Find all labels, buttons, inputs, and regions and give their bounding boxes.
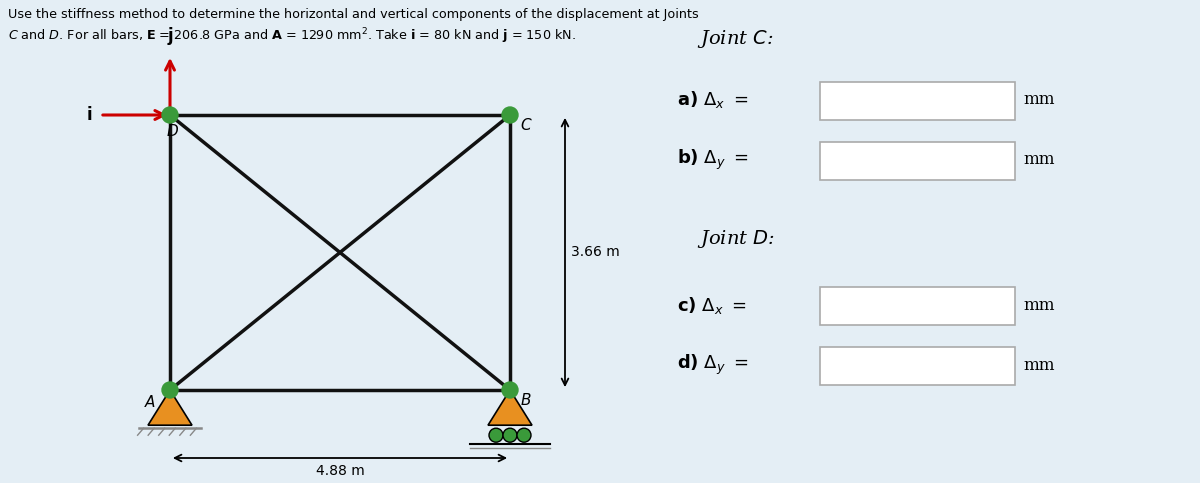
Text: mm: mm <box>1022 297 1055 313</box>
Text: Joint $C$:: Joint $C$: <box>697 28 774 50</box>
Text: $B$: $B$ <box>520 392 532 408</box>
Circle shape <box>517 428 530 442</box>
Text: $\mathbf{j}$: $\mathbf{j}$ <box>167 25 174 47</box>
Text: $\mathbf{a)}\ \Delta_x\ =$: $\mathbf{a)}\ \Delta_x\ =$ <box>677 89 748 111</box>
Text: $\mathbf{c)}\ \Delta_x\ =$: $\mathbf{c)}\ \Delta_x\ =$ <box>677 295 746 315</box>
Circle shape <box>502 382 518 398</box>
Text: $\mathbf{i}$: $\mathbf{i}$ <box>85 106 92 124</box>
Circle shape <box>162 382 178 398</box>
FancyBboxPatch shape <box>820 142 1015 180</box>
Circle shape <box>502 107 518 123</box>
Text: $C$: $C$ <box>520 117 533 133</box>
Circle shape <box>162 107 178 123</box>
FancyBboxPatch shape <box>820 287 1015 325</box>
Circle shape <box>503 428 517 442</box>
Text: Use the stiffness method to determine the horizontal and vertical components of : Use the stiffness method to determine th… <box>8 8 698 46</box>
Text: $\mathbf{d)}\ \Delta_y\ =$: $\mathbf{d)}\ \Delta_y\ =$ <box>677 353 749 377</box>
Polygon shape <box>148 390 192 425</box>
Text: mm: mm <box>1022 356 1055 373</box>
Text: Joint $D$:: Joint $D$: <box>697 228 775 250</box>
Text: 3.66 m: 3.66 m <box>571 245 619 259</box>
FancyBboxPatch shape <box>820 347 1015 385</box>
Text: mm: mm <box>1022 152 1055 169</box>
Polygon shape <box>488 390 532 425</box>
Text: mm: mm <box>1022 91 1055 109</box>
Text: $D$: $D$ <box>166 123 179 139</box>
Text: 4.88 m: 4.88 m <box>316 464 365 478</box>
Text: $\mathbf{b)}\ \Delta_y\ =$: $\mathbf{b)}\ \Delta_y\ =$ <box>677 148 749 172</box>
FancyBboxPatch shape <box>820 82 1015 120</box>
Text: $A$: $A$ <box>144 394 156 410</box>
Circle shape <box>490 428 503 442</box>
